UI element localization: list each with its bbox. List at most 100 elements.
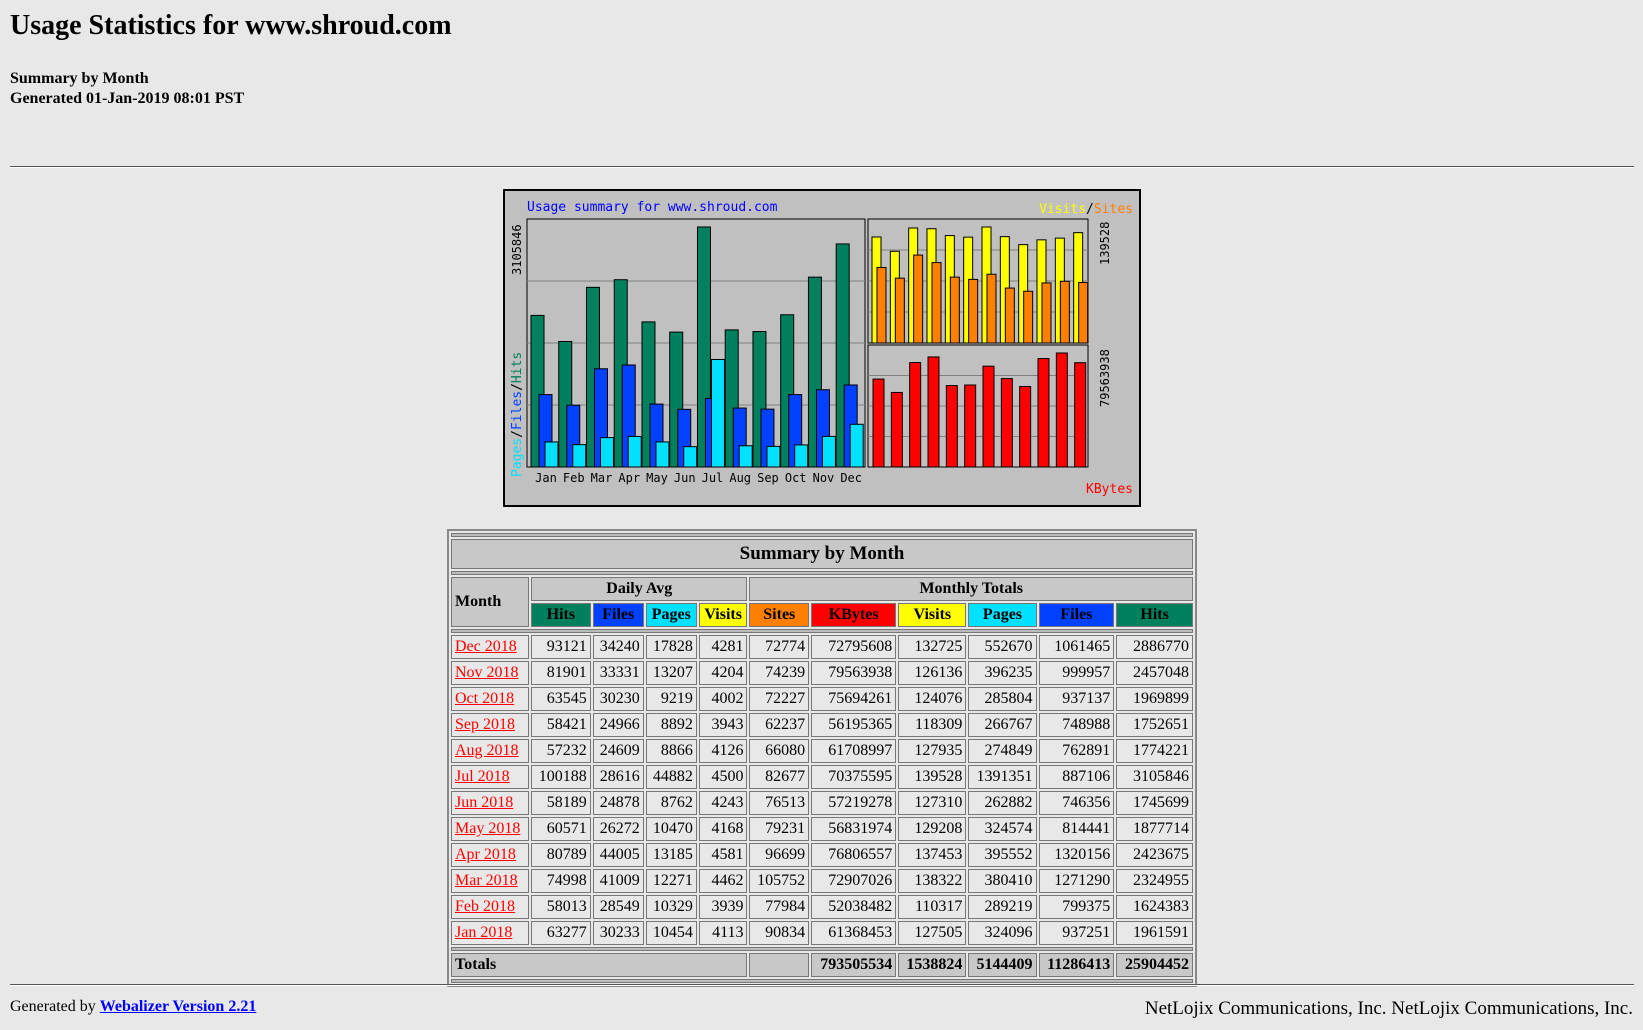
cell-files: 937137: [1038, 687, 1115, 711]
cell-d-files: 24878: [592, 791, 644, 815]
table-row: Jun 2018 58189 24878 8762 4243 76513 57219278 1…: [451, 791, 1193, 815]
usage-summary-chart: Usage summary for www.shroud.com Visits/…: [503, 189, 1141, 507]
month-cell: Dec 2018: [451, 635, 530, 659]
cell-kbytes: 56195365: [811, 713, 897, 737]
legend-hits: Hits: [510, 352, 525, 383]
table-row: Dec 2018 93121 34240 17828 4281 72774 72795608…: [451, 635, 1193, 659]
month-tick-label: Jan: [535, 471, 557, 485]
cell-visits: 124076: [898, 687, 967, 711]
kbytes-bar: [890, 391, 903, 468]
month-tick-label: Aug: [729, 471, 751, 485]
webalizer-link[interactable]: Webalizer Version 2.21: [99, 998, 257, 1015]
month-link[interactable]: Mar 2018: [455, 872, 518, 889]
month-link[interactable]: Apr 2018: [455, 846, 516, 863]
cell-pages: 324574: [968, 817, 1037, 841]
cell-d-pages: 12271: [645, 869, 697, 893]
cell-d-hits: 100188: [531, 765, 591, 789]
pages-bar: [738, 445, 753, 468]
cell-d-files: 24966: [592, 713, 644, 737]
cell-visits: 127935: [898, 739, 967, 763]
month-link[interactable]: May 2018: [455, 820, 521, 837]
cell-files: 762891: [1038, 739, 1115, 763]
kbytes-bar: [964, 384, 977, 468]
month-cell: Sep 2018: [451, 713, 530, 737]
kbytes-bar: [927, 356, 940, 468]
month-link[interactable]: Aug 2018: [455, 742, 519, 759]
col-daily-pages: Pages: [645, 603, 697, 627]
footer-generated-by: Generated by Webalizer Version 2.21: [10, 998, 256, 1016]
kbytes-bar: [982, 365, 995, 468]
cell-d-visits: 3943: [698, 713, 748, 737]
cell-sites: 66080: [749, 739, 810, 763]
month-link[interactable]: Jun 2018: [455, 794, 514, 811]
cell-d-visits: 4462: [698, 869, 748, 893]
cell-d-visits: 4204: [698, 661, 748, 685]
month-link[interactable]: Dec 2018: [455, 638, 517, 655]
table-row: Jul 2018 100188 28616 44882 4500 82677 7037559…: [451, 765, 1193, 789]
cell-d-visits: 4113: [698, 921, 748, 945]
cell-files: 746356: [1038, 791, 1115, 815]
cell-d-visits: 4281: [698, 635, 748, 659]
cell-visits: 110317: [898, 895, 967, 919]
legend-pages: Pages: [510, 438, 525, 477]
month-cell: Apr 2018: [451, 843, 530, 867]
cell-pages: 396235: [968, 661, 1037, 685]
month-link[interactable]: Nov 2018: [455, 664, 519, 681]
pages-bar: [599, 437, 614, 468]
kbytes-bar: [945, 385, 958, 468]
cell-d-pages: 8866: [645, 739, 697, 763]
cell-d-files: 28549: [592, 895, 644, 919]
cell-d-files: 26272: [592, 817, 644, 841]
legend-sep-1: /: [510, 430, 525, 438]
cell-hits: 1961591: [1116, 921, 1193, 945]
divider-top: [10, 166, 1634, 168]
col-daily-visits: Visits: [698, 603, 748, 627]
sites-bar: [1023, 290, 1034, 344]
month-link[interactable]: Feb 2018: [455, 898, 515, 915]
month-tick-label: Sep: [757, 471, 779, 485]
footer-generated-label: Generated by: [10, 998, 96, 1015]
cell-pages: 285804: [968, 687, 1037, 711]
total-kbytes: 793505534: [811, 953, 897, 977]
col-files: Files: [1038, 603, 1115, 627]
table-row: Apr 2018 80789 44005 13185 4581 96699 76806557…: [451, 843, 1193, 867]
month-link[interactable]: Jan 2018: [455, 924, 513, 941]
pages-bar: [655, 441, 670, 468]
month-cell: Mar 2018: [451, 869, 530, 893]
table-row: Aug 2018 57232 24609 8866 4126 66080 61708997 1…: [451, 739, 1193, 763]
month-tick-label: Apr: [618, 471, 640, 485]
cell-sites: 96699: [749, 843, 810, 867]
cell-d-pages: 44882: [645, 765, 697, 789]
cell-d-pages: 13207: [645, 661, 697, 685]
cell-d-hits: 57232: [531, 739, 591, 763]
total-files: 11286413: [1038, 953, 1115, 977]
cell-files: 1320156: [1038, 843, 1115, 867]
month-header: Month: [451, 577, 530, 627]
cell-pages: 289219: [968, 895, 1037, 919]
cell-hits: 2886770: [1116, 635, 1193, 659]
cell-d-pages: 10454: [645, 921, 697, 945]
month-link[interactable]: Sep 2018: [455, 716, 515, 733]
cell-sites: 82677: [749, 765, 810, 789]
sites-bar: [949, 276, 960, 344]
col-daily-hits: Hits: [531, 603, 591, 627]
sites-bar: [986, 273, 997, 344]
legend-sep-2: /: [510, 383, 525, 391]
kbytes-bar: [1074, 362, 1087, 468]
cell-d-files: 30230: [592, 687, 644, 711]
month-tick-label: May: [646, 471, 668, 485]
cell-d-visits: 4243: [698, 791, 748, 815]
cell-d-visits: 4500: [698, 765, 748, 789]
cell-pages: 324096: [968, 921, 1037, 945]
kbytes-bar: [872, 378, 885, 468]
cell-d-hits: 74998: [531, 869, 591, 893]
cell-hits: 2423675: [1116, 843, 1193, 867]
cell-d-files: 28616: [592, 765, 644, 789]
sites-bar: [931, 262, 942, 344]
month-link[interactable]: Oct 2018: [455, 690, 515, 707]
cell-sites: 90834: [749, 921, 810, 945]
month-cell: Aug 2018: [451, 739, 530, 763]
month-link[interactable]: Jul 2018: [455, 768, 510, 785]
month-tick-label: Jun: [674, 471, 696, 485]
sites-bar: [913, 254, 924, 344]
